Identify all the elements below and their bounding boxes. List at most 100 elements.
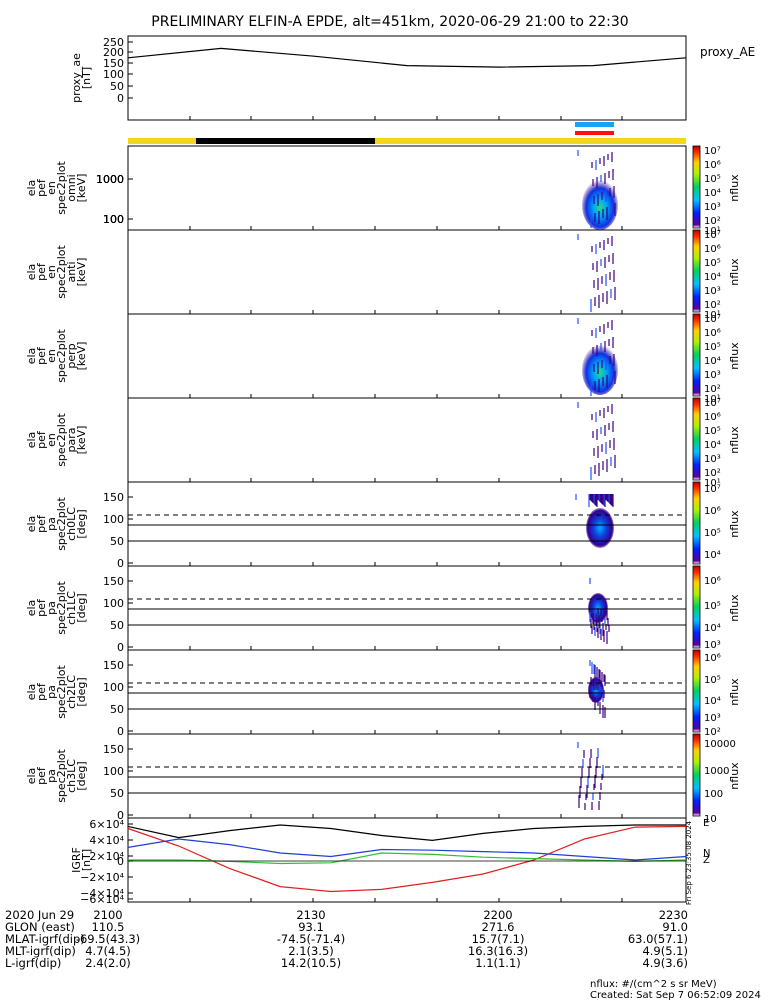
y-tick-label: 200 — [103, 46, 124, 59]
colorbar-tick-label: 10⁴ — [704, 550, 721, 561]
panel-ylabel: [deg] — [75, 509, 88, 538]
panel-ylabel: en — [45, 265, 58, 279]
colorbar-gradient — [692, 145, 701, 229]
panel-ylabel: pef — [35, 682, 48, 701]
panel-ylabel: [keV] — [75, 258, 88, 287]
panel-ylabel: pef — [35, 262, 48, 281]
panel-ylabel: spec2plot — [55, 749, 68, 803]
colorbar-tick-label: 10⁷ — [704, 230, 721, 241]
table-row-label: MLAT-igrf(dip) — [5, 932, 85, 946]
colorbar-tick-label: 10⁵ — [704, 174, 721, 185]
colorbar-tick-label: 10⁴ — [704, 188, 721, 199]
colorbar-gradient — [692, 565, 701, 649]
colorbar-ch2LC: 10⁶ 10⁵ 10⁴ 10³ 10² — [692, 649, 721, 738]
y-tick-label: −2×10⁴ — [80, 871, 124, 884]
igrf-component-label: N — [703, 848, 710, 859]
panel-ylabel: spec2plot — [55, 245, 68, 299]
series-proxy_AE — [127, 47, 687, 68]
y-tick-label: 150 — [103, 659, 124, 672]
colorbar-tick-label: 10³ — [704, 202, 721, 213]
colorbar-tick-label: 10³ — [704, 370, 721, 381]
colorbar-gradient — [692, 229, 701, 313]
panel-ylabel: ela — [25, 516, 38, 533]
orbit-table: 2020 Jun 29 2100 2130 2200 2230 GLON (east) 11… — [5, 908, 688, 970]
colorbar-tick-label: 10³ — [704, 640, 721, 651]
y-tick-label: 100 — [103, 68, 124, 81]
colorbar-unit: nflux — [728, 258, 741, 286]
y-tick-label: 0 — [117, 855, 124, 868]
table-cell: 2.1(3.5) — [288, 944, 334, 958]
panels-group: proxy_ae[nT]250200150100500proxy_AEelape… — [25, 35, 755, 906]
y-tick-label: 1000 — [96, 173, 124, 186]
colorbar-tick-label: 10⁵ — [704, 675, 721, 686]
table-cell: 16.3(16.3) — [468, 944, 528, 958]
series-blue — [127, 838, 687, 861]
y-tick-label: 0 — [117, 557, 124, 570]
panel-ylabel: [deg] — [75, 677, 88, 706]
panel-ylabel: en — [45, 433, 58, 447]
panel-ylabel: [nT] — [80, 67, 93, 89]
colorbar-tick-label: 10² — [704, 384, 721, 395]
overlay-group — [127, 47, 687, 893]
panel-ylabel: ela — [25, 600, 38, 617]
y-tick-label: 50 — [110, 535, 124, 548]
panel-ylabel: omni — [65, 174, 78, 201]
panel-ylabel: perp — [65, 343, 78, 368]
colorbar-gradient — [692, 733, 701, 817]
table-cell: 63.0(57.1) — [628, 932, 688, 946]
table-cell: 93.1 — [298, 920, 324, 934]
y-tick-label: −6×10⁴ — [80, 893, 124, 906]
colorbar-tick-label: 10⁶ — [704, 328, 721, 339]
colorbar-tick-label: 10⁷ — [704, 314, 721, 325]
y-tick-label: 150 — [103, 57, 124, 70]
colorbar-unit: nflux — [728, 594, 741, 622]
colorbar-tick-label: 10² — [704, 300, 721, 311]
colorbar-unit: nflux — [728, 174, 741, 202]
panel-ylabel: en — [45, 181, 58, 195]
panel-ylabel: anti — [65, 261, 78, 282]
y-tick-label: 1000 — [96, 173, 124, 186]
table-cell: -69.5(43.3) — [76, 932, 140, 946]
colorbar-tick-label: 10⁷ — [704, 398, 721, 409]
table-cell: 15.7(7.1) — [472, 932, 525, 946]
y-tick-label: 50 — [110, 80, 124, 93]
colorbar-gradient — [692, 313, 701, 397]
science-zone-bar — [575, 122, 614, 127]
colorbar-tick-label: 10⁴ — [704, 356, 721, 367]
table-cell: 4.7(4.5) — [85, 944, 131, 958]
table-row-label: L-igrf(dip) — [5, 956, 61, 970]
colorbar-unit: nflux — [728, 426, 741, 454]
panel-ylabel: pef — [35, 598, 48, 617]
table-cell: 2100 — [93, 908, 122, 922]
colorbar-tick-label: 10⁷ — [704, 484, 721, 495]
table-cell: 2.4(2.0) — [85, 956, 131, 970]
panel-ylabel: spec2plot — [55, 161, 68, 215]
panel-ylabel: ela — [25, 432, 38, 449]
table-cell: -74.5(-71.4) — [277, 932, 345, 946]
y-tick-label: 100 — [103, 213, 124, 226]
table-cell: 271.6 — [482, 920, 515, 934]
table-row-label: 2020 Jun 29 — [5, 908, 74, 922]
colorbar-tick-label: 1000 — [704, 766, 729, 777]
colorbar-tick-label: 10⁵ — [704, 342, 721, 353]
flux-blob — [582, 180, 618, 230]
colorbar-tick-label: 10² — [704, 468, 721, 479]
y-tick-label: 50 — [110, 787, 124, 800]
footer-created: Created: Sat Sep 7 06:52:09 2024 — [590, 990, 761, 1000]
colorbar-gradient — [692, 649, 701, 733]
side-stamp: Fri Sep 6 23:35:08 2024 — [685, 820, 693, 905]
y-tick-label: 4×10⁴ — [89, 834, 124, 847]
colorbar-unit: nflux — [728, 678, 741, 706]
colorbar-tick-label: 100 — [704, 789, 723, 800]
colorbar-tick-label: 10⁷ — [704, 146, 721, 157]
colorbar-unit: nflux — [728, 762, 741, 790]
y-tick-label: 50 — [110, 619, 124, 632]
y-tick-label: 100 — [103, 597, 124, 610]
table-cell: 110.5 — [92, 920, 125, 934]
